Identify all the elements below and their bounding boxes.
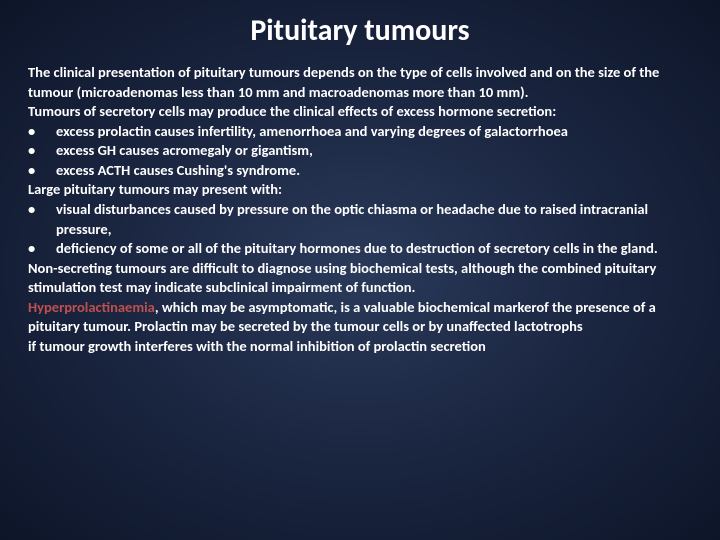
large-lead: Large pituitary tumours may present with…: [28, 180, 692, 200]
hyperprolactin-paragraph: Hyperprolactinaemia, which may be asympt…: [28, 298, 692, 337]
slide-body: The clinical presentation of pituitary t…: [28, 63, 692, 356]
list-item: visual disturbances caused by pressure o…: [28, 200, 692, 239]
list-item: deficiency of some or all of the pituita…: [28, 239, 692, 259]
secretory-lead: Tumours of secretory cells may produce t…: [28, 102, 692, 122]
hyperprolactin-term: Hyperprolactinaemia: [28, 298, 155, 316]
large-bullets: visual disturbances caused by pressure o…: [28, 200, 692, 259]
secretory-bullets: excess prolactin causes infertility, ame…: [28, 122, 692, 181]
list-item: excess prolactin causes infertility, ame…: [28, 122, 692, 142]
intro-paragraph: The clinical presentation of pituitary t…: [28, 63, 692, 102]
nonsecreting-paragraph: Non-secreting tumours are difficult to d…: [28, 259, 692, 298]
list-item: excess ACTH causes Cushing's syndrome.: [28, 161, 692, 181]
slide-title: Pituitary tumours: [28, 12, 692, 49]
list-item: excess GH causes acromegaly or gigantism…: [28, 141, 692, 161]
last-line: if tumour growth interferes with the nor…: [28, 337, 692, 357]
